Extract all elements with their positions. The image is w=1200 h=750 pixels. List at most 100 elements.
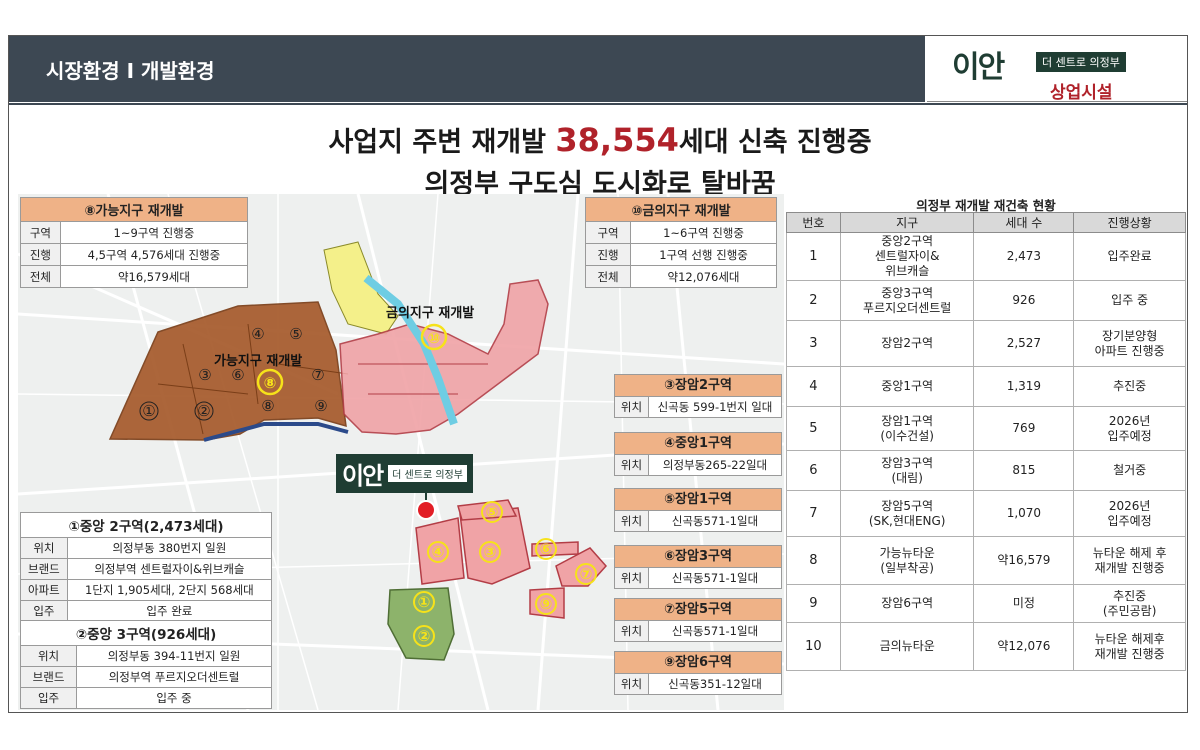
brand-subtitle: 상업시설	[1050, 83, 1113, 103]
site-badge: 이안 더 센트로 의정부	[336, 454, 473, 493]
status-cell-status: 추진중	[1073, 366, 1186, 407]
status-cell-name: 장암5구역 (SK,현대ENG)	[839, 490, 975, 537]
svg-text:⑥: ⑥	[540, 540, 553, 558]
status-cell-name: 중앙2구역 센트럴자이& 위브캐슬	[839, 232, 975, 281]
zone-box-title: ④중앙1구역	[615, 433, 781, 455]
svg-text:⑩: ⑩	[428, 329, 441, 347]
table-row: 구역 1~9구역 진행중	[20, 221, 249, 244]
zone-box-title: ⑨장암6구역	[615, 652, 781, 674]
geumui-info-title: ⑩금의지구 재개발	[585, 197, 777, 222]
svg-text:⑨: ⑨	[314, 397, 327, 415]
header-divider	[9, 103, 1187, 105]
status-table-title: 의정부 재개발 재건축 현황	[916, 198, 1056, 213]
jungang2-info-title: ①중앙 2구역(2,473세대)	[20, 512, 272, 538]
header-bar	[9, 36, 925, 102]
zone-box-title: ⑦장암5구역	[615, 599, 781, 621]
zone-box-jangam5: ⑦장암5구역 위치 신곡동571-1일대	[614, 598, 782, 642]
status-cell-units: 926	[973, 280, 1075, 321]
svg-text:⑦: ⑦	[580, 565, 593, 583]
svg-text:①: ①	[142, 402, 155, 420]
zone-1-2-area	[387, 587, 455, 661]
status-cell-no: 6	[786, 450, 841, 491]
status-cell-units: 1,070	[973, 490, 1075, 537]
table-row: 브랜드 의정부역 센트럴자이&위브캐슬	[20, 558, 273, 580]
status-table-header: 번호 지구 세대 수 진행상황	[786, 212, 1186, 233]
zone-box-title: ③장암2구역	[615, 375, 781, 397]
zone-4-area	[415, 517, 465, 585]
svg-text:③: ③	[198, 366, 211, 384]
zone-box-jangam2: ③장암2구역 위치 신곡동 599-1번지 일대	[614, 374, 782, 418]
svg-text:②: ②	[197, 402, 210, 420]
status-cell-no: 8	[786, 536, 841, 585]
ganeung-district	[108, 301, 349, 441]
status-cell-units: 2,527	[973, 320, 1075, 367]
svg-text:④: ④	[251, 325, 264, 343]
svg-text:①: ①	[418, 593, 431, 611]
table-row: 입주 입주 중	[19, 687, 272, 709]
svg-text:⑧: ⑧	[264, 374, 277, 392]
table-row: 7 장암5구역 (SK,현대ENG) 1,070 2026년 입주예정	[786, 490, 1186, 537]
svg-text:③: ③	[484, 543, 497, 561]
table-row: 위치 의정부동 380번지 일원	[20, 537, 273, 559]
column-header: 진행상황	[1073, 212, 1186, 233]
status-cell-no: 3	[786, 320, 841, 367]
table-row: 3 장암2구역 2,527 장기분양형 아파트 진행중	[786, 320, 1186, 367]
status-cell-name: 장암2구역	[839, 320, 975, 367]
table-row: 브랜드 의정부역 푸르지오더센트럴	[19, 666, 272, 688]
status-cell-units: 1,319	[973, 366, 1075, 407]
column-header: 지구	[839, 212, 975, 233]
zone-marker-group: ① ② ③ ⑥ ⑦ ④ ⑤ ⑧ ⑨	[139, 325, 328, 421]
svg-text:⑤: ⑤	[289, 325, 302, 343]
svg-text:⑧: ⑧	[261, 397, 274, 415]
table-row: 입주 입주 완료	[20, 600, 273, 622]
site-location-marker	[416, 500, 436, 520]
svg-text:②: ②	[418, 627, 431, 645]
table-row: 10 금의뉴타운 약12,076 뉴타운 해제후 재개발 진행중	[786, 622, 1186, 671]
svg-text:⑦: ⑦	[311, 366, 324, 384]
status-cell-no: 9	[786, 584, 841, 623]
table-row: 전체 약16,579세대	[20, 265, 249, 288]
headline-accent-number: 38,554	[555, 121, 679, 159]
status-cell-no: 4	[786, 366, 841, 407]
status-cell-name: 금의뉴타운	[839, 622, 975, 671]
jungang3-info-title: ②중앙 3구역(926세대)	[20, 620, 272, 646]
geumui-yellow-area	[323, 241, 399, 335]
status-cell-status: 철거중	[1073, 450, 1186, 491]
status-cell-name: 장암6구역	[839, 584, 975, 623]
geumui-info-box: ⑩금의지구 재개발 구역 1~6구역 진행중 진행 1구역 선행 진행중 전체 약12…	[584, 197, 777, 288]
zone-box-title: ⑥장암3구역	[615, 546, 781, 568]
brand-logo-name: 이안	[952, 50, 1005, 85]
status-cell-no: 2	[786, 280, 841, 321]
status-cell-units: 2,473	[973, 232, 1075, 281]
table-row: 위치 의정부동 394-11번지 일원	[19, 645, 272, 667]
status-cell-name: 장암3구역 (대림)	[839, 450, 975, 491]
ganeung-info-box: ⑧가능지구 재개발 구역 1~9구역 진행중 진행 4,5구역 4,576세대 진행…	[20, 197, 249, 288]
page-title: 시장환경 I 개발환경	[46, 59, 215, 83]
mountain-ridge	[203, 422, 349, 442]
status-cell-no: 7	[786, 490, 841, 537]
status-cell-status: 뉴타운 해제후 재개발 진행중	[1073, 622, 1186, 671]
headline-suffix: 세대 신축 진행중	[678, 127, 872, 158]
status-cell-units: 815	[973, 450, 1075, 491]
status-cell-status: 2026년 입주예정	[1073, 406, 1186, 451]
table-row: 4 중앙1구역 1,319 추진중	[786, 366, 1186, 407]
zone-box-jungang1: ④중앙1구역 위치 의정부동265-22일대	[614, 432, 782, 476]
status-cell-status: 추진중 (주민공람)	[1073, 584, 1186, 623]
status-cell-status: 입주완료	[1073, 232, 1186, 281]
zone-7-area	[555, 547, 608, 587]
jungang3-info-box: ②중앙 3구역(926세대) 위치 의정부동 394-11번지 일원 브랜드 의정부…	[19, 620, 272, 709]
status-cell-name: 중앙1구역	[839, 366, 975, 407]
table-row: 9 장암6구역 미정 추진중 (주민공람)	[786, 584, 1186, 623]
table-row: 8 가능뉴타운 (일부착공) 약16,579 뉴타운 해제 후 재개발 진행중	[786, 536, 1186, 585]
status-cell-status: 장기분양형 아파트 진행중	[1073, 320, 1186, 367]
table-row: 5 장암1구역 (이수건설) 769 2026년 입주예정	[786, 406, 1186, 451]
column-header: 세대 수	[973, 212, 1075, 233]
slide-frame	[8, 35, 1188, 713]
table-row: 진행 4,5구역 4,576세대 진행중	[20, 243, 249, 266]
status-cell-units: 약12,076	[973, 622, 1075, 671]
status-cell-name: 가능뉴타운 (일부착공)	[839, 536, 975, 585]
table-row: 진행 1구역 선행 진행중	[584, 243, 777, 266]
map-label-ganeung: 가능지구 재개발	[214, 354, 303, 369]
status-cell-units: 769	[973, 406, 1075, 451]
zone-box-jangam3: ⑥장암3구역 위치 신곡동571-1일대	[614, 545, 782, 589]
